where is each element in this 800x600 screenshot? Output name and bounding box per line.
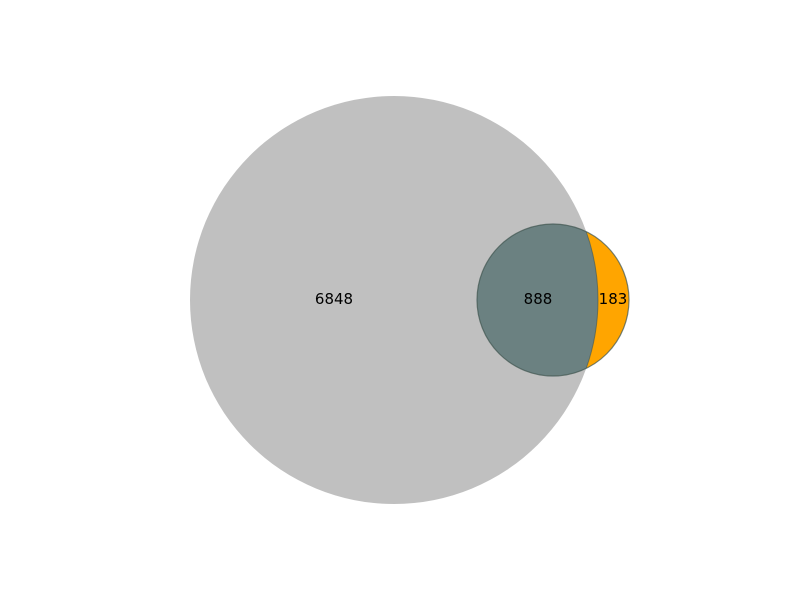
only-b-count-label: 183 [599, 290, 628, 308]
set-a-circle [190, 96, 598, 504]
set-b-outline [476, 223, 630, 377]
only-a-count-label: 6848 [315, 290, 353, 308]
intersection-count-label: 888 [524, 290, 553, 308]
intersection-region [477, 224, 598, 376]
set-a-edge-arc [585, 231, 599, 369]
